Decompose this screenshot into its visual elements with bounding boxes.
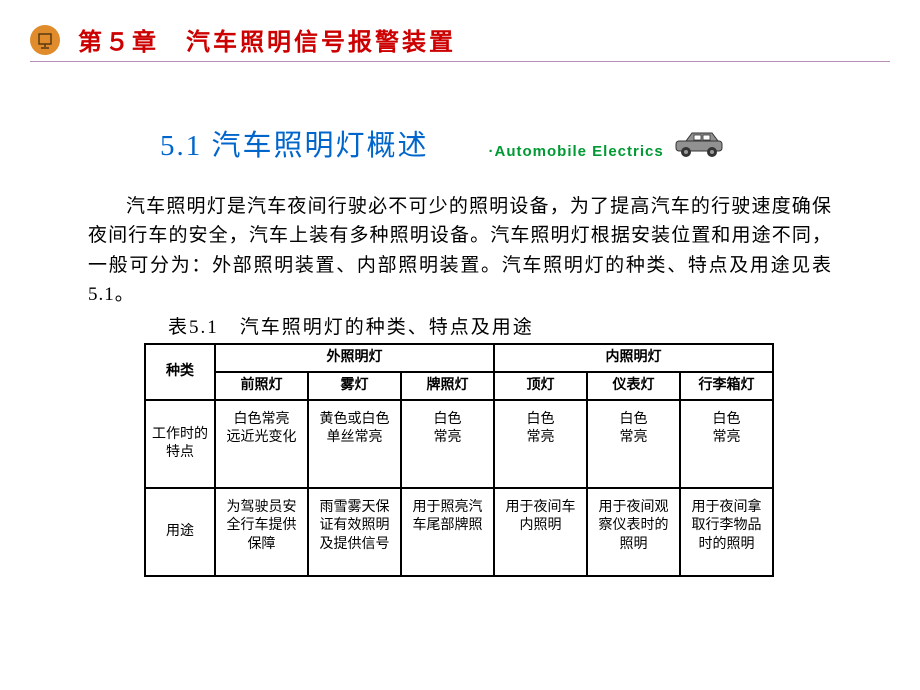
table-cell: 用于夜间拿取行李物品时的照明	[680, 488, 773, 576]
slide-icon	[30, 25, 60, 55]
table-col-header: 雾灯	[308, 372, 401, 400]
table-col-header: 顶灯	[494, 372, 587, 400]
table-cell: 用于夜间车内照明	[494, 488, 587, 576]
table-caption: 表5.1 汽车照明灯的种类、特点及用途	[168, 312, 920, 339]
table-cell: 黄色或白色单丝常亮	[308, 400, 401, 488]
car-icon	[672, 129, 730, 164]
body-paragraph: 汽车照明灯是汽车夜间行驶必不可少的照明设备，为了提高汽车的行驶速度确保夜间行车的…	[88, 192, 832, 310]
table-cell: 白色常亮	[401, 400, 494, 488]
section-title: 5.1 汽车照明灯概述	[160, 122, 429, 164]
table-group-header: 内照明灯	[494, 344, 773, 372]
table-col-header: 仪表灯	[587, 372, 680, 400]
header-divider	[30, 61, 890, 62]
table-row-header: 用途	[145, 488, 215, 576]
table-group-header: 外照明灯	[215, 344, 494, 372]
table-cell: 为驾驶员安全行车提供保障	[215, 488, 308, 576]
table-cell: 用于夜间观察仪表时的照明	[587, 488, 680, 576]
table-col-header: 行李箱灯	[680, 372, 773, 400]
table-cell: 白色常亮	[680, 400, 773, 488]
table-cell: 用于照亮汽车尾部牌照	[401, 488, 494, 576]
table-cell: 白色常亮	[494, 400, 587, 488]
table-corner-header: 种类	[145, 344, 215, 400]
table-row-header: 工作时的特点	[145, 400, 215, 488]
lighting-table: 种类 外照明灯 内照明灯 前照灯 雾灯 牌照灯 顶灯 仪表灯 行李箱灯 工作时的…	[144, 343, 772, 577]
table-cell: 白色常亮	[587, 400, 680, 488]
subtitle-english: ·Automobile Electrics	[489, 143, 664, 160]
table-cell: 白色常亮远近光变化	[215, 400, 308, 488]
table-col-header: 牌照灯	[401, 372, 494, 400]
chapter-title: 第５章 汽车照明信号报警装置	[78, 22, 456, 57]
table-col-header: 前照灯	[215, 372, 308, 400]
table-cell: 雨雪雾天保证有效照明及提供信号	[308, 488, 401, 576]
